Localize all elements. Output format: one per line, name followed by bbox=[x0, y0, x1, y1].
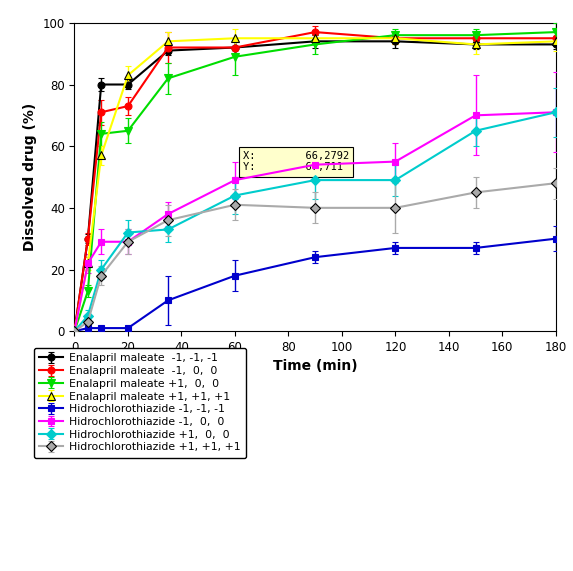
X-axis label: Time (min): Time (min) bbox=[273, 360, 358, 373]
Y-axis label: Dissolved drug (%): Dissolved drug (%) bbox=[23, 103, 37, 251]
Text: X:        66,2792
Y:        67,711: X: 66,2792 Y: 67,711 bbox=[243, 151, 349, 172]
Legend: Enalapril maleate  -1, -1, -1, Enalapril maleate  -1,  0,  0, Enalapril maleate : Enalapril maleate -1, -1, -1, Enalapril … bbox=[34, 348, 246, 458]
